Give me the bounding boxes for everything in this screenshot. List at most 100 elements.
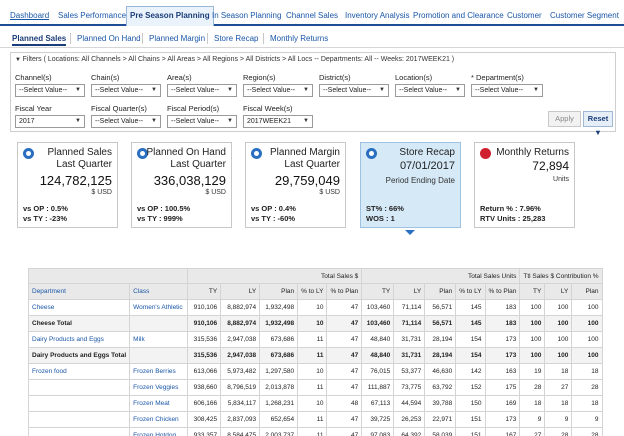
value-cell: 8,882,974 xyxy=(220,315,261,332)
value-cell: 173 xyxy=(484,347,521,364)
class-cell[interactable]: Milk xyxy=(129,331,189,348)
tile-unit: $ USD xyxy=(91,189,112,196)
value-cell: 28 xyxy=(519,379,546,396)
chevron-down-icon: ▼ xyxy=(379,87,385,93)
group-header-contribution: Ttl Sales $ Contribution % xyxy=(519,268,603,284)
fiscal-year-select[interactable]: 2017 ▼ xyxy=(15,115,85,128)
department-cell: Dairy Products and Eggs Total xyxy=(27,347,131,364)
subtab-monthly-returns[interactable]: Monthly Returns xyxy=(270,34,329,43)
tab-pre-season-planning[interactable]: Pre Season Planning xyxy=(126,6,214,26)
value-cell: 152 xyxy=(455,379,486,396)
value-cell: 47 xyxy=(326,379,363,396)
department-cell xyxy=(27,395,131,412)
value-cell: 1,297,580 xyxy=(259,363,299,380)
value-cell: 71,114 xyxy=(393,299,426,316)
value-cell: 47 xyxy=(326,299,363,316)
value-cell: 48 xyxy=(326,395,363,412)
col-header: TY xyxy=(361,283,395,300)
tile-title: Planned Sales xyxy=(47,147,113,158)
value-cell: 151 xyxy=(455,427,486,436)
filter-summary[interactable]: ▼ Filters ( Locations: All Channels > Al… xyxy=(15,56,455,63)
fiscal-quarter-select[interactable]: --Select Value-- ▼ xyxy=(91,115,161,128)
region-select[interactable]: --Select Value-- ▼ xyxy=(243,84,313,97)
tab-sales-performance[interactable]: Sales Performance xyxy=(58,11,127,20)
value-cell: 103,460 xyxy=(361,299,395,316)
tab-channel-sales[interactable]: Channel Sales xyxy=(286,11,339,20)
value-cell: 2,013,878 xyxy=(259,379,299,396)
value-cell: 100 xyxy=(544,331,573,348)
value-cell: 100 xyxy=(544,347,573,364)
tile-store-recap[interactable]: Store Recap 07/01/2017 Period Ending Dat… xyxy=(360,142,461,228)
value-cell: 145 xyxy=(455,315,486,332)
subtab-planned-sales[interactable]: Planned Sales xyxy=(12,31,67,46)
subtab-divider xyxy=(263,33,264,44)
tile-planned-sales[interactable]: Planned Sales Last Quarter 124,782,125 $… xyxy=(17,142,118,228)
value-cell: 9 xyxy=(519,411,546,428)
fiscal-week-select[interactable]: 2017WEEK21 ▼ xyxy=(243,115,313,128)
tab-inventory-analysis[interactable]: Inventory Analysis xyxy=(345,11,410,20)
department-cell[interactable]: Dairy Products and Eggs xyxy=(27,331,131,348)
tab-customer[interactable]: Customer xyxy=(507,11,542,20)
department-cell[interactable]: Frozen food xyxy=(27,363,131,380)
department-select[interactable]: --Select Value-- ▼ xyxy=(471,84,543,97)
class-cell[interactable]: Frozen Hotdog xyxy=(129,427,189,436)
tab-in-season-planning[interactable]: In Season Planning xyxy=(212,11,282,20)
reset-button[interactable]: Reset ▼ xyxy=(583,111,613,137)
tile-planned-on-hand[interactable]: Planned On Hand Last Quarter 336,038,129… xyxy=(131,142,232,228)
class-cell[interactable]: Frozen Berries xyxy=(129,363,189,380)
tab-dashboard[interactable]: Dashboard xyxy=(10,11,50,20)
value-cell: 938,660 xyxy=(187,379,222,396)
value-cell: 18 xyxy=(544,363,573,380)
value-cell: 47 xyxy=(326,347,363,364)
sales-table: Total Sales $ Total Sales Units Ttl Sale… xyxy=(27,268,603,436)
value-cell: 47 xyxy=(326,315,363,332)
value-cell: 58,039 xyxy=(424,427,457,436)
collapse-filters-icon[interactable]: ▼ xyxy=(15,57,23,63)
col-header-class[interactable]: Class xyxy=(129,283,189,300)
value-cell: 11 xyxy=(297,379,328,396)
value-cell: 173 xyxy=(484,331,521,348)
location-select[interactable]: --Select Value-- ▼ xyxy=(395,84,465,97)
value-cell: 154 xyxy=(455,331,486,348)
tile-monthly-returns[interactable]: Monthly Returns 72,894 Units Return % : … xyxy=(474,142,575,228)
class-cell[interactable]: Frozen Veggies xyxy=(129,379,189,396)
class-cell[interactable]: Frozen Meat xyxy=(129,395,189,412)
subtab-planned-margin[interactable]: Planned Margin xyxy=(149,34,206,43)
main-tab-bar: Dashboard Sales Performance Pre Season P… xyxy=(0,0,624,26)
department-cell[interactable]: Cheese xyxy=(27,299,131,316)
value-cell: 47 xyxy=(326,363,363,380)
value-cell: 2,947,038 xyxy=(220,331,261,348)
table-row: Dairy Products and Eggs Milk 315,536 2,947,… xyxy=(27,331,603,348)
value-cell: 11 xyxy=(297,427,328,436)
value-cell: 28,194 xyxy=(424,331,457,348)
fiscal-period-select[interactable]: --Select Value-- ▼ xyxy=(167,115,237,128)
value-cell: 48,840 xyxy=(361,331,395,348)
apply-button[interactable]: Apply xyxy=(548,111,581,127)
status-dot-icon xyxy=(480,148,491,159)
value-cell: 8,584,475 xyxy=(220,427,261,436)
class-cell[interactable]: Frozen Chicken xyxy=(129,411,189,428)
tab-customer-segment[interactable]: Customer Segment xyxy=(550,11,619,20)
district-select[interactable]: --Select Value-- ▼ xyxy=(319,84,389,97)
tab-promotion-and-clearance[interactable]: Promotion and Clearance xyxy=(413,11,504,20)
col-header: Plan xyxy=(259,283,299,300)
channel-select[interactable]: --Select Value-- ▼ xyxy=(15,84,85,97)
tile-metric-2: vs TY : -23% xyxy=(23,214,68,223)
value-cell: 5,973,482 xyxy=(220,363,261,380)
tile-planned-margin[interactable]: Planned Margin Last Quarter 29,759,049 $… xyxy=(245,142,346,228)
tile-metric-2: RTV Units : 25,283 xyxy=(480,214,546,223)
subtab-store-recap[interactable]: Store Recap xyxy=(214,34,259,43)
table-row: Frozen Chicken 308,425 2,837,093 652,654 11 4… xyxy=(27,411,603,428)
value-cell: 150 xyxy=(455,395,486,412)
chevron-down-icon: ▼ xyxy=(227,118,233,124)
value-cell: 163 xyxy=(484,363,521,380)
chevron-down-icon: ▼ xyxy=(151,118,157,124)
class-cell[interactable]: Women's Athletic xyxy=(129,299,189,316)
subtab-planned-on-hand[interactable]: Planned On Hand xyxy=(77,34,141,43)
area-select[interactable]: --Select Value-- ▼ xyxy=(167,84,237,97)
col-header-department[interactable]: Department xyxy=(27,283,131,300)
tile-value: 29,759,049 xyxy=(274,173,340,188)
value-cell: 100 xyxy=(571,331,603,348)
tile-unit: $ USD xyxy=(319,189,340,196)
chain-select[interactable]: --Select Value-- ▼ xyxy=(91,84,161,97)
